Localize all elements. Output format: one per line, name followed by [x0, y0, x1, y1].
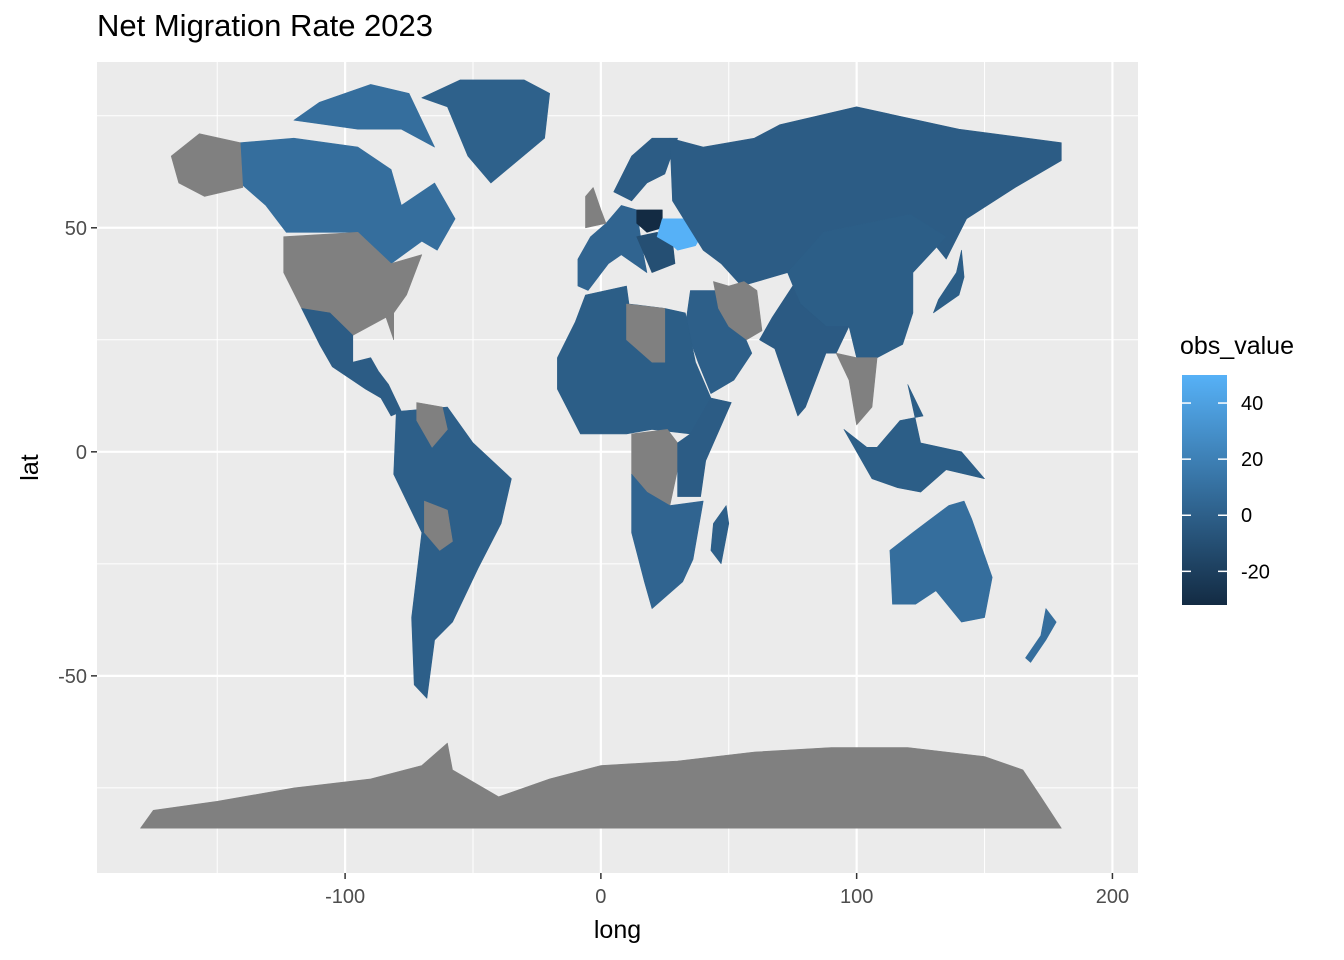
region-australia: [889, 500, 993, 623]
region-japan: [933, 249, 965, 314]
legend-colorbar: 40 20 0 -20: [1182, 375, 1270, 605]
legend-tick-label: 0: [1241, 505, 1252, 527]
region-india-and-south-asia: [759, 285, 850, 417]
region-madagascar: [710, 505, 730, 565]
region-western-europe: [577, 205, 648, 291]
legend-tick-label: -20: [1241, 561, 1270, 583]
y-tick-label: 50: [65, 218, 87, 240]
country-regions: [140, 79, 1062, 829]
legend-tick-label: 20: [1241, 449, 1263, 471]
region-horn-and-east-africa: [677, 397, 732, 497]
legend-ticks: 40 20 0 -20: [1182, 393, 1270, 583]
legend-color-bar: [1182, 375, 1227, 605]
x-axis-title: long: [594, 916, 641, 944]
y-axis-title: lat: [16, 454, 44, 480]
region-bolivia: [424, 500, 453, 551]
region-libya: [626, 303, 666, 363]
region-southern-africa: [631, 473, 704, 609]
region-venezuela: [416, 402, 448, 448]
region-mexico-and-central-america: [301, 308, 402, 417]
chart-title: Net Migration Rate 2023: [97, 8, 434, 43]
region-indonesia-and-philippines: [843, 384, 985, 493]
x-tick-label: 0: [595, 886, 606, 908]
legend-tick-label: 40: [1241, 393, 1263, 415]
x-tick-label: -100: [325, 886, 365, 908]
region-eastern-europe: [636, 232, 676, 273]
y-tick-label: 0: [76, 442, 87, 464]
region-iran: [713, 281, 763, 341]
axes: -100 0 100 200 -50 0 50 long lat: [16, 218, 1129, 944]
region-canada: [239, 137, 456, 264]
region-poland: [636, 209, 663, 233]
region-canadian-arctic: [293, 84, 435, 148]
region-greenland: [421, 79, 550, 184]
region-southeast-asia-mainland: [835, 352, 878, 426]
region-north-africa: [557, 285, 712, 435]
region-alaska: [170, 133, 244, 197]
region-new-zealand: [1025, 608, 1057, 663]
region-united-kingdom: [585, 187, 607, 229]
x-tick-label: 100: [840, 886, 873, 908]
region-antarctica: [140, 742, 1062, 829]
legend-title: obs_value: [1180, 332, 1294, 360]
legend: obs_value 40 20 0 -20: [1180, 332, 1330, 622]
region-south-america: [393, 406, 512, 699]
y-tick-label: -50: [58, 666, 87, 688]
x-tick-label: 200: [1096, 886, 1129, 908]
